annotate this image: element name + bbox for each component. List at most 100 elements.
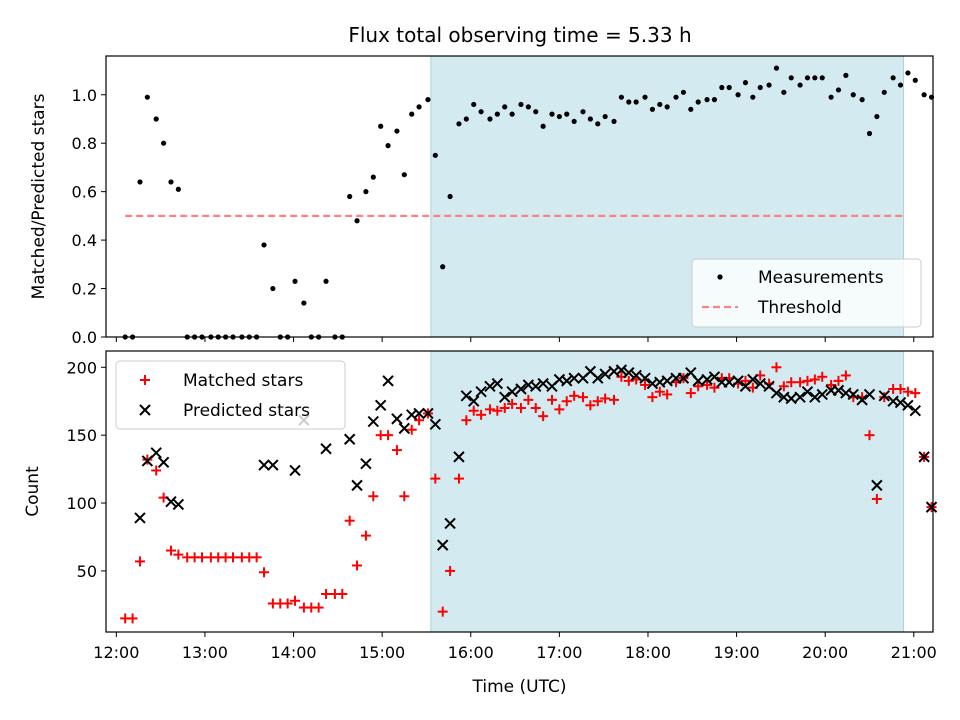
measurement-point <box>618 94 624 100</box>
measurement-point <box>370 174 376 180</box>
matched-star-point <box>453 473 464 484</box>
y-tick-label: 100 <box>66 494 97 513</box>
x-tick-label: 15:00 <box>359 643 405 662</box>
matched-star-point <box>173 549 184 560</box>
predicted-star-point <box>491 377 504 390</box>
predicted-star-point <box>351 479 363 492</box>
measurement-point <box>580 109 586 115</box>
predicted-star-point-b <box>639 372 651 384</box>
predicted-star-point-b <box>530 380 542 393</box>
measurement-point <box>850 92 856 98</box>
measurement-point <box>549 111 555 117</box>
measurement-point <box>292 278 298 284</box>
matched-star-point <box>693 381 704 392</box>
predicted-star-point <box>809 391 821 403</box>
ratio-x-ticks <box>115 337 915 342</box>
measurement-point <box>160 140 167 146</box>
measurement-point <box>363 189 369 195</box>
predicted-star-point <box>157 456 170 469</box>
measurement-point <box>323 278 329 284</box>
measurement-point <box>456 121 462 127</box>
measurement-point <box>502 104 508 110</box>
matched-star-point <box>127 613 138 624</box>
measurement-point <box>168 179 174 185</box>
matched-star-point <box>228 552 239 563</box>
predicted-star-point <box>172 498 185 511</box>
legend-matched-label: Matched stars <box>183 371 303 391</box>
measurement-point <box>137 179 143 185</box>
predicted-star-point <box>258 459 270 471</box>
predicted-star-point <box>677 372 690 384</box>
predicted-star-point <box>537 377 549 390</box>
x-tick-label: 19:00 <box>714 643 760 662</box>
predicted-star-point-b <box>382 375 394 387</box>
measurement-point <box>144 94 150 100</box>
legend-cross-b <box>139 404 151 416</box>
predicted-star-point-b <box>732 375 744 387</box>
measurement-point <box>440 264 446 270</box>
measurement-point <box>587 116 593 122</box>
measurement-point <box>726 84 732 91</box>
matched-star-point <box>406 424 417 435</box>
measurement-point <box>843 72 849 78</box>
ratio-y-axis-label: Matched/Predicted stars <box>29 93 49 299</box>
x-tick-label: 14:00 <box>270 643 316 662</box>
measurement-point <box>788 75 794 81</box>
matched-star-point <box>282 598 293 609</box>
measurement-point <box>921 92 927 98</box>
measurement-point <box>633 99 639 105</box>
predicted-star-point-b <box>747 373 759 386</box>
predicted-star-point-b <box>484 380 496 393</box>
predicted-star-point-b <box>692 375 704 387</box>
matched-star-point <box>910 388 921 399</box>
matched-star-point <box>134 556 145 567</box>
predicted-star-point <box>267 459 279 471</box>
predicted-star-point-b <box>863 388 876 401</box>
measurement-point <box>401 172 407 178</box>
predicted-star-point <box>856 394 868 406</box>
matched-star-point <box>809 374 820 385</box>
predicted-star-point-b <box>437 539 449 551</box>
predicted-star-point-b <box>785 392 797 405</box>
measurement-point <box>611 118 617 125</box>
predicted-star-point-b <box>422 407 434 420</box>
predicted-star-point <box>289 464 301 477</box>
predicted-star-point <box>134 512 146 524</box>
predicted-star-point <box>894 396 907 409</box>
predicted-stars-points <box>134 364 938 551</box>
matched-star-point <box>795 377 806 388</box>
predicted-star-point-b <box>708 371 721 383</box>
matched-star-point <box>399 491 410 502</box>
matched-star-point <box>778 381 789 392</box>
measurement-point <box>673 94 679 100</box>
matched-star-point <box>702 379 713 390</box>
matched-star-point <box>864 430 875 441</box>
predicted-star-point <box>623 367 635 379</box>
measurement-point <box>828 94 834 100</box>
matched-star-point <box>654 386 665 397</box>
matched-star-point <box>476 409 487 420</box>
matched-star-point <box>771 362 782 373</box>
matched-star-point <box>902 386 913 397</box>
measurement-point <box>626 99 632 105</box>
predicted-star-point-b <box>475 386 487 398</box>
count-panel: 50 100 150 200 12:00 13:00 14:00 15:00 16:00 17:… <box>23 350 938 697</box>
count-y-axis-label: Count <box>23 466 43 517</box>
predicted-star-point-b <box>770 387 783 399</box>
count-legend: Matched stars Predicted stars <box>115 360 346 430</box>
measurement-point <box>642 94 648 100</box>
ratio-panel: 0.0 0.2 0.4 0.6 0.8 1.0 Matched/Predicted sta… <box>29 55 935 347</box>
measurement-point <box>394 128 400 134</box>
measurement-point <box>478 109 484 115</box>
matched-star-point <box>337 588 348 599</box>
matched-star-point <box>640 379 651 390</box>
predicted-star-point-b <box>360 457 372 470</box>
predicted-star-point-b <box>654 376 666 388</box>
predicted-star-point-b <box>429 418 442 431</box>
measurement-point <box>912 77 918 83</box>
measurement-point <box>835 87 842 93</box>
ratio-y-ticks: 0.0 0.2 0.4 0.6 0.8 1.0 <box>72 86 106 347</box>
matched-star-point <box>499 403 510 414</box>
x-tick-label: 16:00 <box>448 643 494 662</box>
predicted-star-point-b <box>351 479 363 492</box>
